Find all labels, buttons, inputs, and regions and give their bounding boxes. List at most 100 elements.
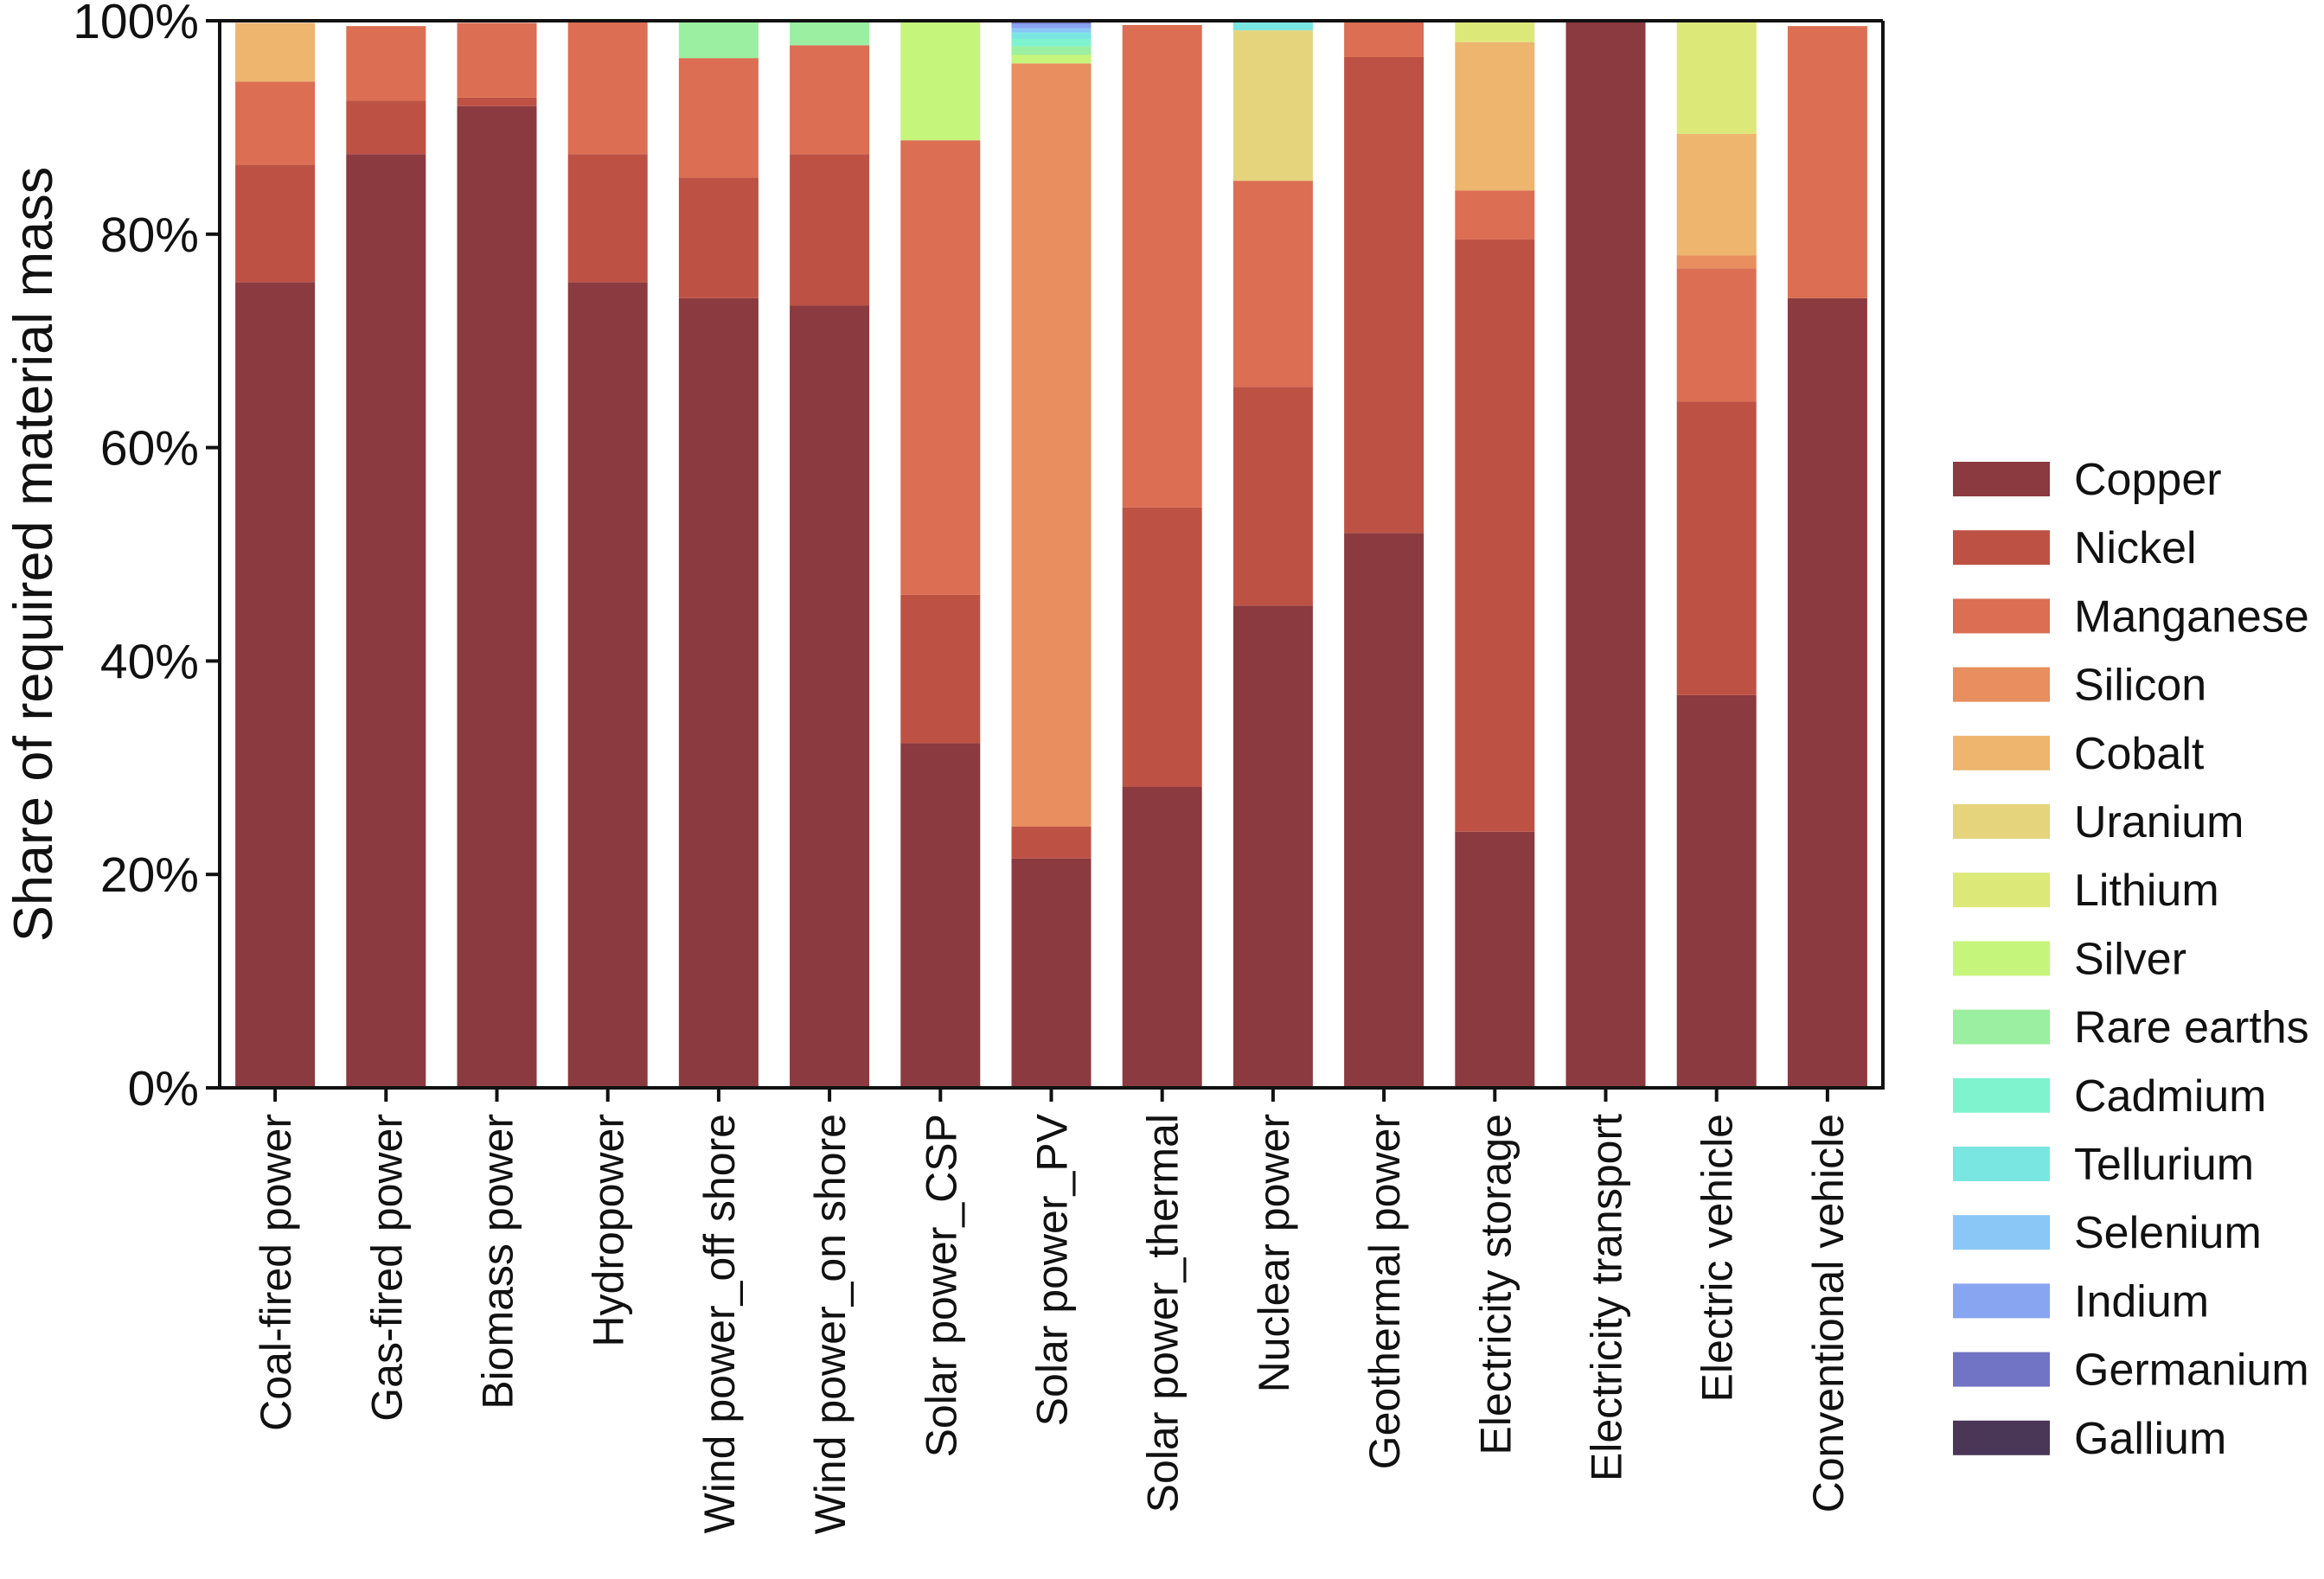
x-tick-label-electricity-transport: Electricity transport bbox=[1583, 1114, 1631, 1481]
y-tick-label: 40% bbox=[100, 634, 199, 689]
x-tick-label-geothermal-power: Geothermal power bbox=[1360, 1114, 1409, 1469]
bar-segment-wind-power-on-shore-rare-earths bbox=[790, 21, 870, 46]
legend-item-silicon: Silicon bbox=[1953, 661, 2206, 711]
bar-segment-solar-power-pv-nickel bbox=[1011, 826, 1092, 859]
legend-label: Lithium bbox=[2074, 866, 2219, 916]
bar-segment-coal-fired-power-cobalt bbox=[235, 22, 316, 82]
bar-segment-solar-power-csp-nickel bbox=[900, 594, 981, 744]
bar-group-hydropower bbox=[567, 21, 648, 1089]
legend-label: Nickel bbox=[2074, 523, 2197, 573]
bar-segment-solar-power-thermal-manganese bbox=[1122, 24, 1202, 508]
x-tick-label-coal-fired-power: Coal-fired power bbox=[252, 1114, 300, 1431]
legend-label: Silicon bbox=[2074, 661, 2206, 711]
legend-item-nickel: Nickel bbox=[1953, 523, 2197, 573]
legend-label: Tellurium bbox=[2074, 1140, 2254, 1190]
bar-segment-solar-power-pv-rare-earths bbox=[1011, 46, 1092, 55]
bar-segment-solar-power-pv-silver bbox=[1011, 54, 1092, 64]
legend-swatch bbox=[1953, 1420, 2050, 1455]
bar-segment-solar-power-pv-silicon bbox=[1011, 63, 1092, 827]
bar-segment-solar-power-pv-selenium bbox=[1011, 28, 1092, 33]
legend-item-uranium: Uranium bbox=[1953, 797, 2244, 847]
y-tick-label: 100% bbox=[73, 0, 199, 49]
bar-segment-solar-power-pv-cadmium bbox=[1011, 38, 1092, 47]
x-tick-label-solar-power-pv: Solar power_PV bbox=[1028, 1113, 1077, 1426]
bar-group-gas-fired-power bbox=[346, 26, 426, 1088]
bar-group-solar-power-thermal bbox=[1122, 24, 1202, 1088]
bar-segment-nuclear-power-manganese bbox=[1232, 181, 1313, 387]
legend-label: Manganese bbox=[2074, 591, 2309, 642]
bar-segment-gas-fired-power-nickel bbox=[346, 100, 426, 155]
legend-item-copper: Copper bbox=[1953, 455, 2222, 505]
x-tick-label-hydropower: Hydropower bbox=[585, 1114, 633, 1347]
axes-layer bbox=[206, 19, 1885, 1102]
bar-group-wind-power-on-shore bbox=[790, 21, 870, 1089]
x-tick-label-wind-power-on-shore: Wind power_on shore bbox=[806, 1114, 855, 1534]
legend-item-gallium: Gallium bbox=[1953, 1414, 2226, 1464]
legend-item-selenium: Selenium bbox=[1953, 1208, 2262, 1258]
bar-segment-electric-vehicle-silicon bbox=[1676, 255, 1757, 269]
bar-segment-hydropower-nickel bbox=[567, 154, 648, 283]
bar-segment-wind-power-on-shore-copper bbox=[790, 305, 870, 1089]
x-tick-label-gas-fired-power: Gas-fired power bbox=[362, 1114, 411, 1422]
bar-segment-electric-vehicle-nickel bbox=[1676, 401, 1757, 695]
bar-segment-electric-vehicle-lithium bbox=[1676, 21, 1757, 134]
bar-segment-electricity-storage-lithium bbox=[1455, 21, 1535, 42]
bar-group-electricity-transport bbox=[1565, 21, 1646, 1088]
legend-swatch bbox=[1953, 530, 2050, 566]
bar-segment-nuclear-power-copper bbox=[1232, 605, 1313, 1088]
legend-label: Indium bbox=[2074, 1276, 2209, 1326]
bar-segment-coal-fired-power-copper bbox=[235, 282, 316, 1089]
bar-group-electricity-storage bbox=[1455, 21, 1535, 1088]
bar-segment-nuclear-power-uranium bbox=[1232, 30, 1313, 182]
bar-segment-conventional-vehicle-copper bbox=[1787, 297, 1867, 1089]
legend-item-lithium: Lithium bbox=[1953, 866, 2219, 916]
legend-label: Cadmium bbox=[2074, 1071, 2267, 1122]
bar-group-geothermal-power bbox=[1344, 22, 1424, 1088]
bar-segment-nuclear-power-nickel bbox=[1232, 387, 1313, 606]
legend-swatch bbox=[1953, 1009, 2050, 1045]
legend-swatch bbox=[1953, 1352, 2050, 1387]
bar-group-electric-vehicle bbox=[1676, 21, 1757, 1088]
bar-segment-coal-fired-power-manganese bbox=[235, 81, 316, 165]
legend-swatch bbox=[1953, 941, 2050, 976]
legend-swatch bbox=[1953, 873, 2050, 908]
legend-item-cadmium: Cadmium bbox=[1953, 1071, 2267, 1122]
legend-item-indium: Indium bbox=[1953, 1276, 2209, 1326]
legend-swatch bbox=[1953, 804, 2050, 839]
bar-segment-electricity-storage-copper bbox=[1455, 831, 1535, 1088]
bar-segment-wind-power-off-shore-manganese bbox=[678, 58, 759, 178]
x-tick-label-electric-vehicle: Electric vehicle bbox=[1693, 1114, 1742, 1402]
legend-swatch bbox=[1953, 598, 2050, 634]
bar-segment-electric-vehicle-copper bbox=[1676, 694, 1757, 1088]
legend-label: Silver bbox=[2074, 934, 2186, 984]
y-axis-title: Share of required material mass bbox=[3, 167, 64, 942]
y-tick-label: 0% bbox=[128, 1061, 199, 1116]
bar-segment-electricity-storage-manganese bbox=[1455, 190, 1535, 240]
x-tick-label-solar-power-thermal: Solar power_thermal bbox=[1139, 1114, 1188, 1512]
bar-group-solar-power-csp bbox=[900, 21, 981, 1088]
bar-group-coal-fired-power bbox=[235, 22, 316, 1089]
legend-swatch bbox=[1953, 1283, 2050, 1319]
bar-segment-solar-power-pv-copper bbox=[1011, 858, 1092, 1088]
bar-group-wind-power-off-shore bbox=[678, 21, 759, 1089]
bar-segment-wind-power-on-shore-nickel bbox=[790, 154, 870, 306]
x-tick-label-solar-power-csp: Solar power_CSP bbox=[917, 1114, 965, 1457]
bar-group-nuclear-power bbox=[1232, 21, 1313, 1088]
bar-segment-electricity-transport-copper bbox=[1565, 21, 1646, 1088]
bar-segment-geothermal-power-manganese bbox=[1344, 22, 1424, 57]
legend-item-rare-earths: Rare earths bbox=[1953, 1003, 2309, 1053]
bar-segment-biomass-power-nickel bbox=[457, 97, 537, 106]
x-tick-label-electricity-storage: Electricity storage bbox=[1471, 1114, 1520, 1455]
bar-segment-solar-power-thermal-copper bbox=[1122, 787, 1202, 1088]
bar-segment-solar-power-csp-manganese bbox=[900, 140, 981, 595]
bars-layer bbox=[235, 21, 1867, 1089]
bar-segment-conventional-vehicle-manganese bbox=[1787, 26, 1867, 298]
x-tick-label-wind-power-off-shore: Wind power_off shore bbox=[695, 1114, 744, 1533]
legend-swatch bbox=[1953, 735, 2050, 770]
labels-layer: 0% 20% 40% 60% 80% 100% Coal-fired power Gas-fi… bbox=[3, 0, 1853, 1534]
bar-segment-geothermal-power-copper bbox=[1344, 533, 1424, 1088]
legend-label: Rare earths bbox=[2074, 1003, 2309, 1053]
bar-segment-biomass-power-copper bbox=[457, 105, 537, 1089]
bar-segment-gas-fired-power-copper bbox=[346, 154, 426, 1088]
